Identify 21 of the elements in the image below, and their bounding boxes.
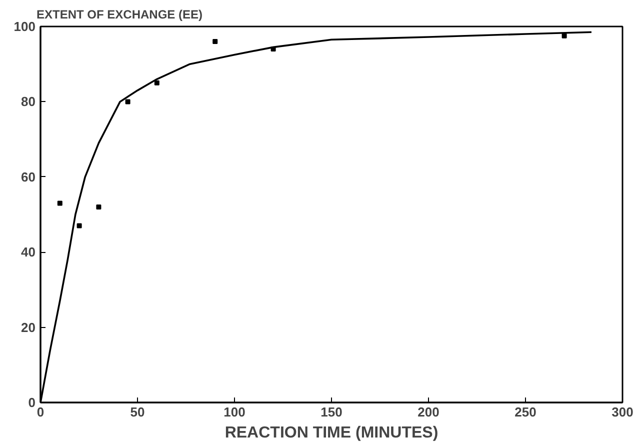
x-tick-label: 300	[612, 404, 634, 420]
x-axis-title: REACTION TIME (MINUTES)	[224, 424, 438, 442]
x-tick-label: 50	[130, 404, 145, 420]
point	[154, 80, 160, 86]
y-tick-label: 60	[21, 169, 36, 184]
y-tick-label: 0	[28, 395, 36, 410]
point	[76, 223, 82, 228]
point	[125, 99, 130, 104]
y-tick-label: 40	[21, 244, 36, 260]
x-tick-label: 200	[418, 404, 440, 420]
y-tick-label: 20	[21, 320, 36, 335]
y-tick-label: 80	[21, 94, 36, 110]
x-tick-label: 100	[224, 404, 246, 420]
point	[212, 39, 218, 44]
point	[96, 204, 102, 210]
x-tick-label: 250	[514, 404, 536, 420]
point	[562, 33, 567, 38]
point	[57, 200, 62, 206]
y-tick-label: 100	[14, 19, 36, 34]
y-axis-title: EXTENT OF EXCHANGE (EE)	[36, 8, 203, 22]
x-tick-label: 150	[320, 404, 342, 420]
